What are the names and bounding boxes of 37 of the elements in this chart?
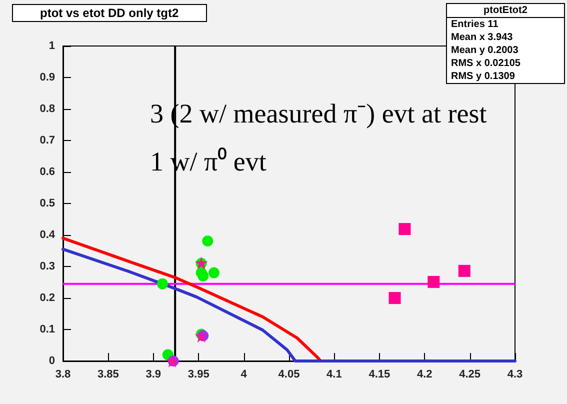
point (458, 264, 470, 277)
stats-box: ptotEtot2 Entries 11 Mean x 3.943 Mean y 0.2003 RMS x 0.02105 RMS y 0.1309 (446, 3, 565, 84)
point (388, 292, 401, 304)
x-tick-label: 4.2 (416, 368, 432, 380)
y-tick-label: 0.9 (40, 72, 55, 84)
y-tick-label: 0 (48, 355, 55, 367)
point (428, 276, 440, 288)
point (208, 267, 220, 278)
x-tick-label: 4.05 (278, 368, 300, 380)
y-tick-label: 0.4 (40, 229, 56, 241)
point (202, 235, 214, 246)
x-tick-label: 4.25 (459, 368, 481, 380)
x-tick-label: 4.15 (368, 368, 390, 380)
line-series (62, 236, 322, 362)
chart-title: ptot vs etot DD only tgt2 (40, 6, 179, 20)
x-tick-label: 4.1 (326, 368, 342, 380)
annotation: RMS y 0.1309 (450, 70, 516, 83)
y-tick-label: 0.7 (40, 134, 55, 146)
point (194, 330, 208, 343)
point (398, 223, 411, 236)
y-tick-label: 0.8 (40, 103, 55, 115)
x-tick-label: 3.9 (146, 368, 162, 380)
x-tick-label: 4 (240, 368, 248, 380)
point (156, 278, 168, 290)
y-tick-label: 0.1 (40, 324, 55, 336)
x-tick-label: 3.8 (55, 368, 71, 380)
y-tick-label: 0.5 (40, 198, 55, 210)
y-tick-label: 0.2 (40, 292, 55, 304)
x-tick-label: 3.95 (188, 368, 210, 380)
annotation: Mean y 0.2003 (450, 44, 520, 57)
y-tick-label: 0.3 (40, 260, 55, 272)
x-tick-label: 4.3 (507, 368, 523, 380)
y-tick-label: 0.6 (40, 166, 55, 178)
annotation: RMS x 0.02105 (450, 57, 522, 70)
point (198, 270, 209, 282)
y-tick-label: 1 (48, 40, 55, 52)
x-tick-label: 3.85 (97, 368, 119, 380)
